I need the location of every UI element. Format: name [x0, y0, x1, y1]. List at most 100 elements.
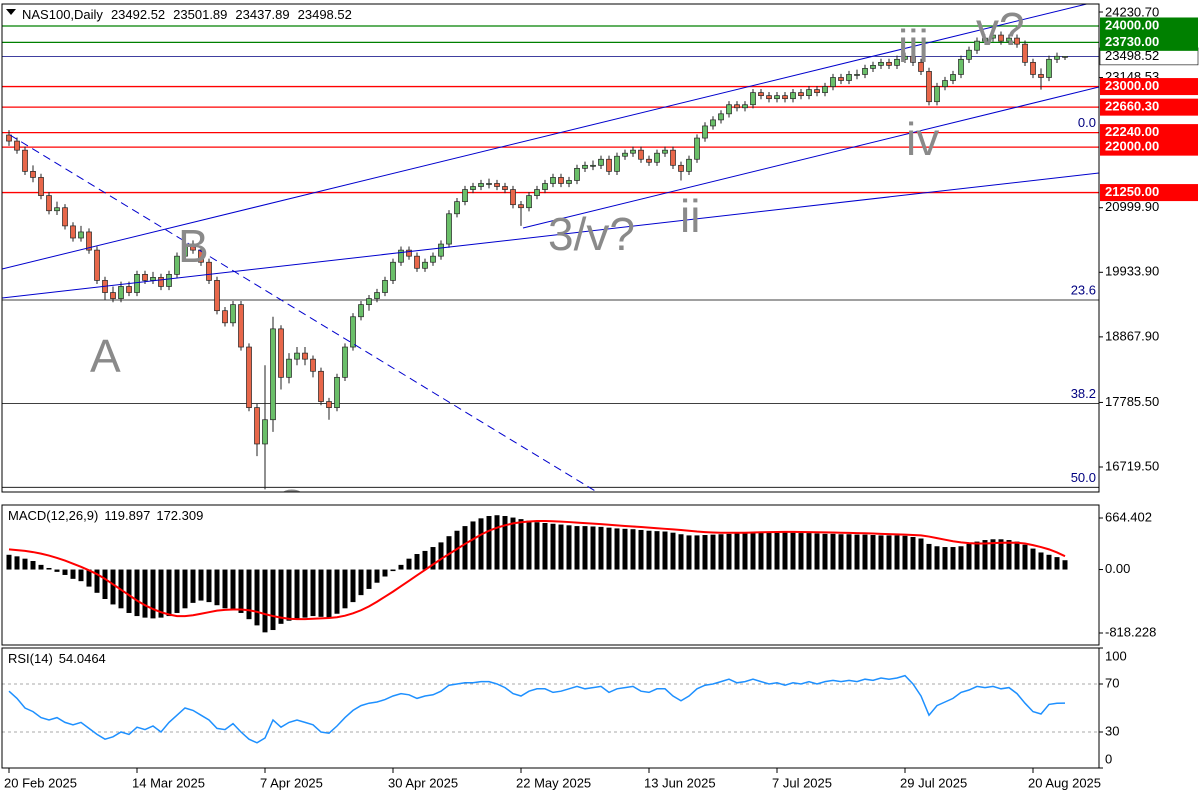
y-tick-label: 30	[1105, 723, 1119, 738]
macd-bar	[374, 569, 380, 583]
candle-body	[190, 243, 196, 251]
wave-label: C	[274, 480, 307, 532]
candle-body	[302, 352, 308, 360]
candle-body	[382, 280, 388, 293]
macd-bar	[806, 533, 812, 570]
candle-body	[86, 231, 92, 251]
y-tick-label: -818.228	[1105, 624, 1156, 639]
macd-bar	[1006, 540, 1012, 570]
candle-body	[294, 352, 300, 360]
macd-bar	[998, 539, 1004, 570]
level-label: 22000.00	[1105, 139, 1159, 154]
macd-bar	[30, 561, 36, 570]
y-tick-label: 24230.70	[1105, 4, 1159, 19]
macd-bar	[246, 569, 252, 620]
candle-body	[422, 261, 428, 269]
candle-body	[742, 104, 748, 109]
signal-line	[8, 520, 1066, 621]
candle-body	[38, 177, 44, 196]
macd-bar	[534, 522, 540, 570]
macd-bar	[134, 569, 140, 617]
macd-bar	[758, 531, 764, 570]
macd-bar	[174, 569, 180, 613]
macd-bar	[846, 534, 852, 570]
candle-body	[150, 277, 156, 281]
candle-body	[358, 304, 364, 318]
macd-bar	[286, 569, 292, 621]
y-tick-label: 664.402	[1105, 509, 1152, 524]
macd-bar	[158, 569, 164, 618]
candle-body	[862, 68, 868, 75]
candle-body	[366, 298, 372, 305]
macd-bar	[542, 522, 548, 570]
macd-bar	[710, 534, 716, 570]
trendlines	[2, 4, 1099, 492]
candle-body	[158, 277, 164, 287]
candle-body	[1062, 56, 1068, 58]
candle-body	[478, 183, 484, 187]
wave-label: A	[90, 330, 121, 382]
wave-label: B	[178, 220, 209, 272]
candle-body	[678, 164, 684, 172]
candle-body	[790, 92, 796, 100]
candle-body	[926, 71, 932, 103]
macd-bar	[334, 569, 340, 614]
candle-body	[670, 149, 676, 166]
candle-body	[854, 74, 860, 76]
candle-body	[630, 149, 636, 154]
macd-bar	[1038, 552, 1044, 570]
header-title: RSI(14)	[8, 651, 53, 666]
macd-bar	[686, 535, 692, 570]
x-tick-label: 20 Aug 2025	[1028, 775, 1101, 790]
header-title: MACD(12,26,9)	[8, 508, 98, 523]
macd-bar	[294, 569, 300, 620]
wave-label: iv	[906, 113, 939, 165]
wave-label: iii	[898, 20, 929, 72]
macd-bar	[1014, 541, 1020, 570]
macd-bar	[54, 569, 60, 572]
macd-bar	[422, 550, 428, 570]
macd-bar	[838, 534, 844, 570]
macd-bar	[486, 516, 492, 570]
candle-body	[966, 49, 972, 60]
macd-bar	[1062, 560, 1068, 570]
macd-bar	[550, 523, 556, 570]
candle-body	[342, 346, 348, 378]
macd-bar	[726, 533, 732, 570]
wave-label: ii	[680, 190, 700, 242]
candle-body	[902, 55, 908, 60]
candle-body	[830, 77, 836, 87]
macd-bar	[214, 569, 220, 606]
candle-body	[1006, 37, 1012, 42]
macd-bar	[182, 569, 188, 609]
candle-body	[646, 158, 652, 163]
macd-bar	[1030, 548, 1036, 570]
macd-bar	[278, 569, 284, 624]
candle-body	[94, 249, 100, 281]
macd-bar	[654, 531, 660, 570]
x-tick-label: 30 Apr 2025	[388, 775, 458, 790]
macd-bar	[470, 521, 476, 570]
macd-bar	[646, 530, 652, 570]
candle-body	[870, 65, 876, 69]
candle-body	[726, 104, 732, 115]
channel-lower	[2, 172, 1099, 299]
candle-body	[598, 158, 604, 166]
candle-body	[78, 231, 84, 239]
candle-body	[846, 74, 852, 81]
y-tick-label: 17785.50	[1105, 394, 1159, 409]
candle-body	[326, 401, 332, 408]
menu-triangle	[6, 9, 16, 15]
price-panel	[2, 25, 1099, 490]
candle-body	[990, 34, 996, 39]
level-label-box	[1100, 138, 1198, 156]
macd-bar	[942, 547, 948, 570]
header-value: 23437.89	[235, 7, 289, 22]
macd-bar	[982, 540, 988, 570]
wave-label: 3/v?	[548, 208, 635, 260]
candle-body	[734, 104, 740, 109]
panel-frame	[1, 504, 1100, 646]
candle-body	[566, 180, 572, 184]
price-label: 23498.52	[1105, 48, 1159, 63]
